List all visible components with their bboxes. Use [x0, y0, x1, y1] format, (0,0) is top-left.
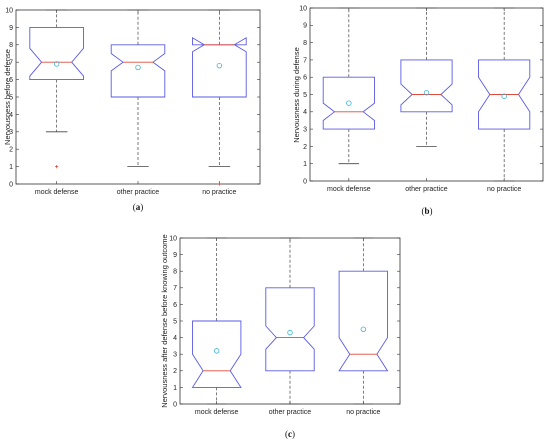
panel-c-xtick-label: mock defense: [195, 409, 239, 416]
panel-c-ytick-label: 9: [173, 252, 177, 259]
panel-c-mean-marker: [360, 326, 367, 332]
panel-c-mean-marker: [287, 329, 293, 336]
panel-a-marks: [29, 9, 247, 186]
panel-c-ytick-label: 4: [173, 335, 177, 342]
panel-c-marks: [191, 237, 389, 405]
panel-a-xtick-label: mock defense: [35, 189, 79, 196]
panel-c-ytick-label: 3: [173, 352, 177, 359]
panel-a-caption-letter: a: [136, 202, 141, 212]
panel-a-box: [29, 26, 84, 81]
panel-a-xtick-label: other practice: [117, 189, 160, 196]
panel-b-mean-marker: [346, 100, 352, 106]
panel-c: 0 1 2 3 4 5 6 7 8 9 10 mock defense other practice n…: [160, 234, 401, 439]
panel-c-ytick-label: 0: [173, 401, 177, 408]
panel-c-ytick-label: 6: [173, 302, 177, 309]
panel-c-box: [191, 320, 242, 388]
panel-c-ytick-label: 10: [169, 235, 177, 242]
panel-c-ytick-label: 2: [173, 368, 177, 375]
panel-b-xtick-label: mock defense: [327, 186, 371, 193]
panel-b-ytick-label: 2: [303, 144, 307, 151]
panel-a-y-ticks: 0 1 2 3 4 5 6 7 8 9 10: [5, 7, 260, 188]
panel-a-ytick-label: 5: [9, 94, 13, 101]
panel-a-ytick-label: 10: [5, 7, 13, 14]
panel-a-mean-marker: [53, 61, 60, 67]
panel-b-ytick-label: 6: [303, 75, 307, 82]
panel-c-caption: (c): [285, 429, 295, 439]
panel-b-ylabel: Nervousness during defense: [292, 47, 301, 142]
panel-b-ytick-label: 0: [303, 178, 307, 185]
panel-a-outlier-marker: [217, 182, 221, 186]
panel-b-box: [322, 76, 375, 130]
panel-b-ytick-label: 4: [303, 109, 307, 116]
panel-c-ytick-label: 5: [173, 318, 177, 325]
panel-a-ytick-label: 1: [9, 164, 13, 171]
panel-b-caption: (b): [421, 206, 432, 216]
panel-b-marks: [322, 7, 531, 182]
panel-b-box: [400, 59, 453, 113]
panel-c-y-ticks: 0 1 2 3 4 5 6 7 8 9 10: [169, 235, 400, 408]
panel-b-ytick-label: 8: [303, 40, 307, 47]
panel-c-xtick-label: no practice: [346, 409, 380, 416]
panel-c-xtick-label: other practice: [269, 409, 312, 416]
panel-a-mean-marker: [135, 64, 141, 71]
panel-b-caption-letter: b: [424, 206, 429, 216]
panel-a-box: [192, 37, 247, 98]
panel-a-ytick-label: 9: [9, 25, 13, 32]
panel-b-mean-marker: [423, 90, 430, 96]
panel-c-caption-letter: c: [288, 429, 292, 439]
panel-a-ytick-label: 3: [9, 129, 13, 136]
panel-a-mean-marker: [216, 62, 223, 69]
panel-a-box: [110, 44, 166, 98]
panel-a-ytick-label: 8: [9, 42, 13, 49]
panel-c-ylabel: Nervousness after defense before knowing…: [160, 234, 169, 407]
panel-c-mean-marker: [213, 348, 220, 354]
panel-a-ytick-label: 2: [9, 147, 13, 154]
panel-c-box: [265, 287, 315, 372]
panel-c-ytick-label: 7: [173, 285, 177, 292]
panel-b-y-ticks: 0 1 2 3 4 5 6 7 8 9 10: [299, 5, 543, 185]
panel-c-ytick-label: 8: [173, 269, 177, 276]
panel-b-xtick-label: no practice: [487, 186, 521, 193]
panel-a-caption: (a): [133, 202, 144, 212]
panel-b-ytick-label: 3: [303, 127, 307, 134]
panel-b-box: [478, 59, 531, 130]
panel-a-ytick-label: 7: [9, 60, 13, 67]
panel-b-ytick-label: 10: [299, 5, 307, 12]
panel-b-ytick-label: 5: [303, 92, 307, 99]
panel-a-ytick-label: 4: [9, 112, 13, 119]
panel-b-ytick-label: 7: [303, 57, 307, 64]
panel-a-xtick-label: no practice: [202, 189, 236, 196]
panel-a-ytick-label: 6: [9, 77, 13, 84]
panel-a: 0 1 2 3 4 5 6 7 8 9 10 mock defense other practice n…: [3, 7, 261, 212]
panel-b-ytick-label: 9: [303, 23, 307, 30]
panel-a-ylabel: Nervousness before defense: [3, 49, 12, 145]
panel-c-box: [338, 270, 389, 372]
panel-b-xtick-label: other practice: [405, 186, 448, 193]
panel-b-ytick-label: 1: [303, 161, 307, 168]
panel-b-mean-marker: [501, 93, 507, 99]
panel-c-ytick-label: 1: [173, 385, 177, 392]
panel-a-ytick-label: 0: [9, 181, 13, 188]
panel-a-outlier-marker: [55, 165, 59, 169]
panel-b: 0 1 2 3 4 5 6 7 8 9 10 mock defense other practice n…: [292, 5, 544, 216]
